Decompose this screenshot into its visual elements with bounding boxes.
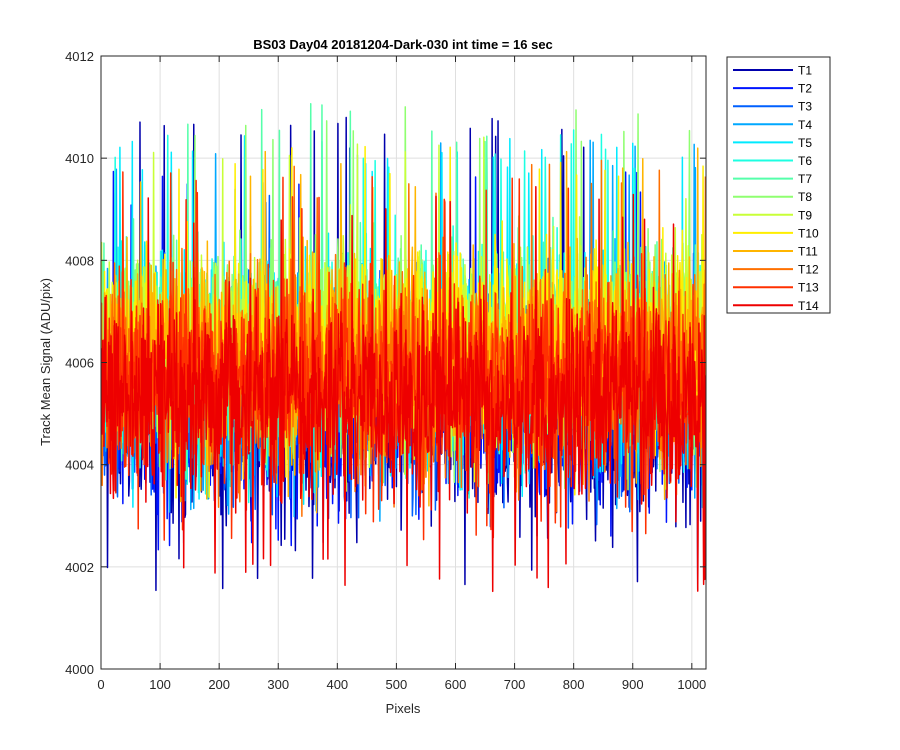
legend-label: T12 bbox=[798, 263, 819, 277]
series-line-t14 bbox=[101, 186, 706, 593]
legend-label: T10 bbox=[798, 226, 819, 240]
y-tick-label: 4006 bbox=[65, 356, 94, 371]
x-tick-label: 1000 bbox=[677, 677, 706, 692]
legend: T1 T2 T3 T4 T5 T6 T7 T8 T9 T10 T11 T12 T13 T14 bbox=[726, 56, 831, 314]
legend-item-t11: T11 bbox=[733, 245, 818, 259]
x-tick-label: 900 bbox=[622, 677, 644, 692]
legend-label: T6 bbox=[798, 154, 812, 168]
chart-title: BS03 Day04 20181204-Dark-030 int time = … bbox=[253, 37, 553, 52]
legend-label: T11 bbox=[798, 245, 818, 259]
x-tick-label: 400 bbox=[326, 677, 348, 692]
x-tick-label: 100 bbox=[149, 677, 171, 692]
legend-item-t10: T10 bbox=[733, 226, 819, 240]
legend-box bbox=[726, 56, 831, 314]
legend-label: T7 bbox=[798, 172, 812, 186]
y-tick-label: 4000 bbox=[65, 662, 94, 677]
legend-item-t4: T4 bbox=[733, 118, 812, 132]
legend-label: T3 bbox=[798, 100, 812, 114]
legend-label: T4 bbox=[798, 118, 812, 132]
legend-item-t8: T8 bbox=[733, 190, 812, 204]
series-lines bbox=[101, 102, 706, 593]
legend-label: T1 bbox=[798, 64, 812, 78]
legend-item-t9: T9 bbox=[733, 208, 812, 222]
legend-item-t13: T13 bbox=[733, 281, 819, 295]
legend-label: T14 bbox=[798, 299, 819, 313]
legend-label: T5 bbox=[798, 136, 812, 150]
legend-label: T13 bbox=[798, 281, 819, 295]
y-tick-label: 4002 bbox=[65, 560, 94, 575]
y-tick-label: 4010 bbox=[65, 151, 94, 166]
x-tick-label: 300 bbox=[267, 677, 289, 692]
y-axis-label: Track Mean Signal (ADU/pix) bbox=[38, 278, 53, 446]
x-axis-label: Pixels bbox=[386, 701, 421, 716]
y-tick-label: 4012 bbox=[65, 49, 94, 64]
x-tick-label: 800 bbox=[563, 677, 585, 692]
legend-item-t7: T7 bbox=[733, 172, 812, 186]
legend-item-t6: T6 bbox=[733, 154, 812, 168]
legend-label: T9 bbox=[798, 208, 812, 222]
axis-ticks: 0 100 200 300 400 500 600 700 800 900 1000 4000 4002… bbox=[65, 49, 706, 692]
legend-item-t3: T3 bbox=[733, 100, 812, 114]
legend-item-t2: T2 bbox=[733, 82, 812, 96]
x-tick-label: 500 bbox=[386, 677, 408, 692]
legend-item-t12: T12 bbox=[733, 263, 819, 277]
y-tick-label: 4008 bbox=[65, 253, 94, 268]
y-tick-label: 4004 bbox=[65, 458, 94, 473]
x-tick-label: 0 bbox=[97, 677, 104, 692]
legend-item-t14: T14 bbox=[733, 299, 819, 313]
legend-label: T8 bbox=[798, 190, 812, 204]
x-tick-label: 200 bbox=[208, 677, 230, 692]
x-tick-label: 700 bbox=[504, 677, 526, 692]
x-tick-label: 600 bbox=[445, 677, 467, 692]
legend-label: T2 bbox=[798, 82, 812, 96]
legend-item-t1: T1 bbox=[733, 64, 812, 78]
legend-item-t5: T5 bbox=[733, 136, 812, 150]
